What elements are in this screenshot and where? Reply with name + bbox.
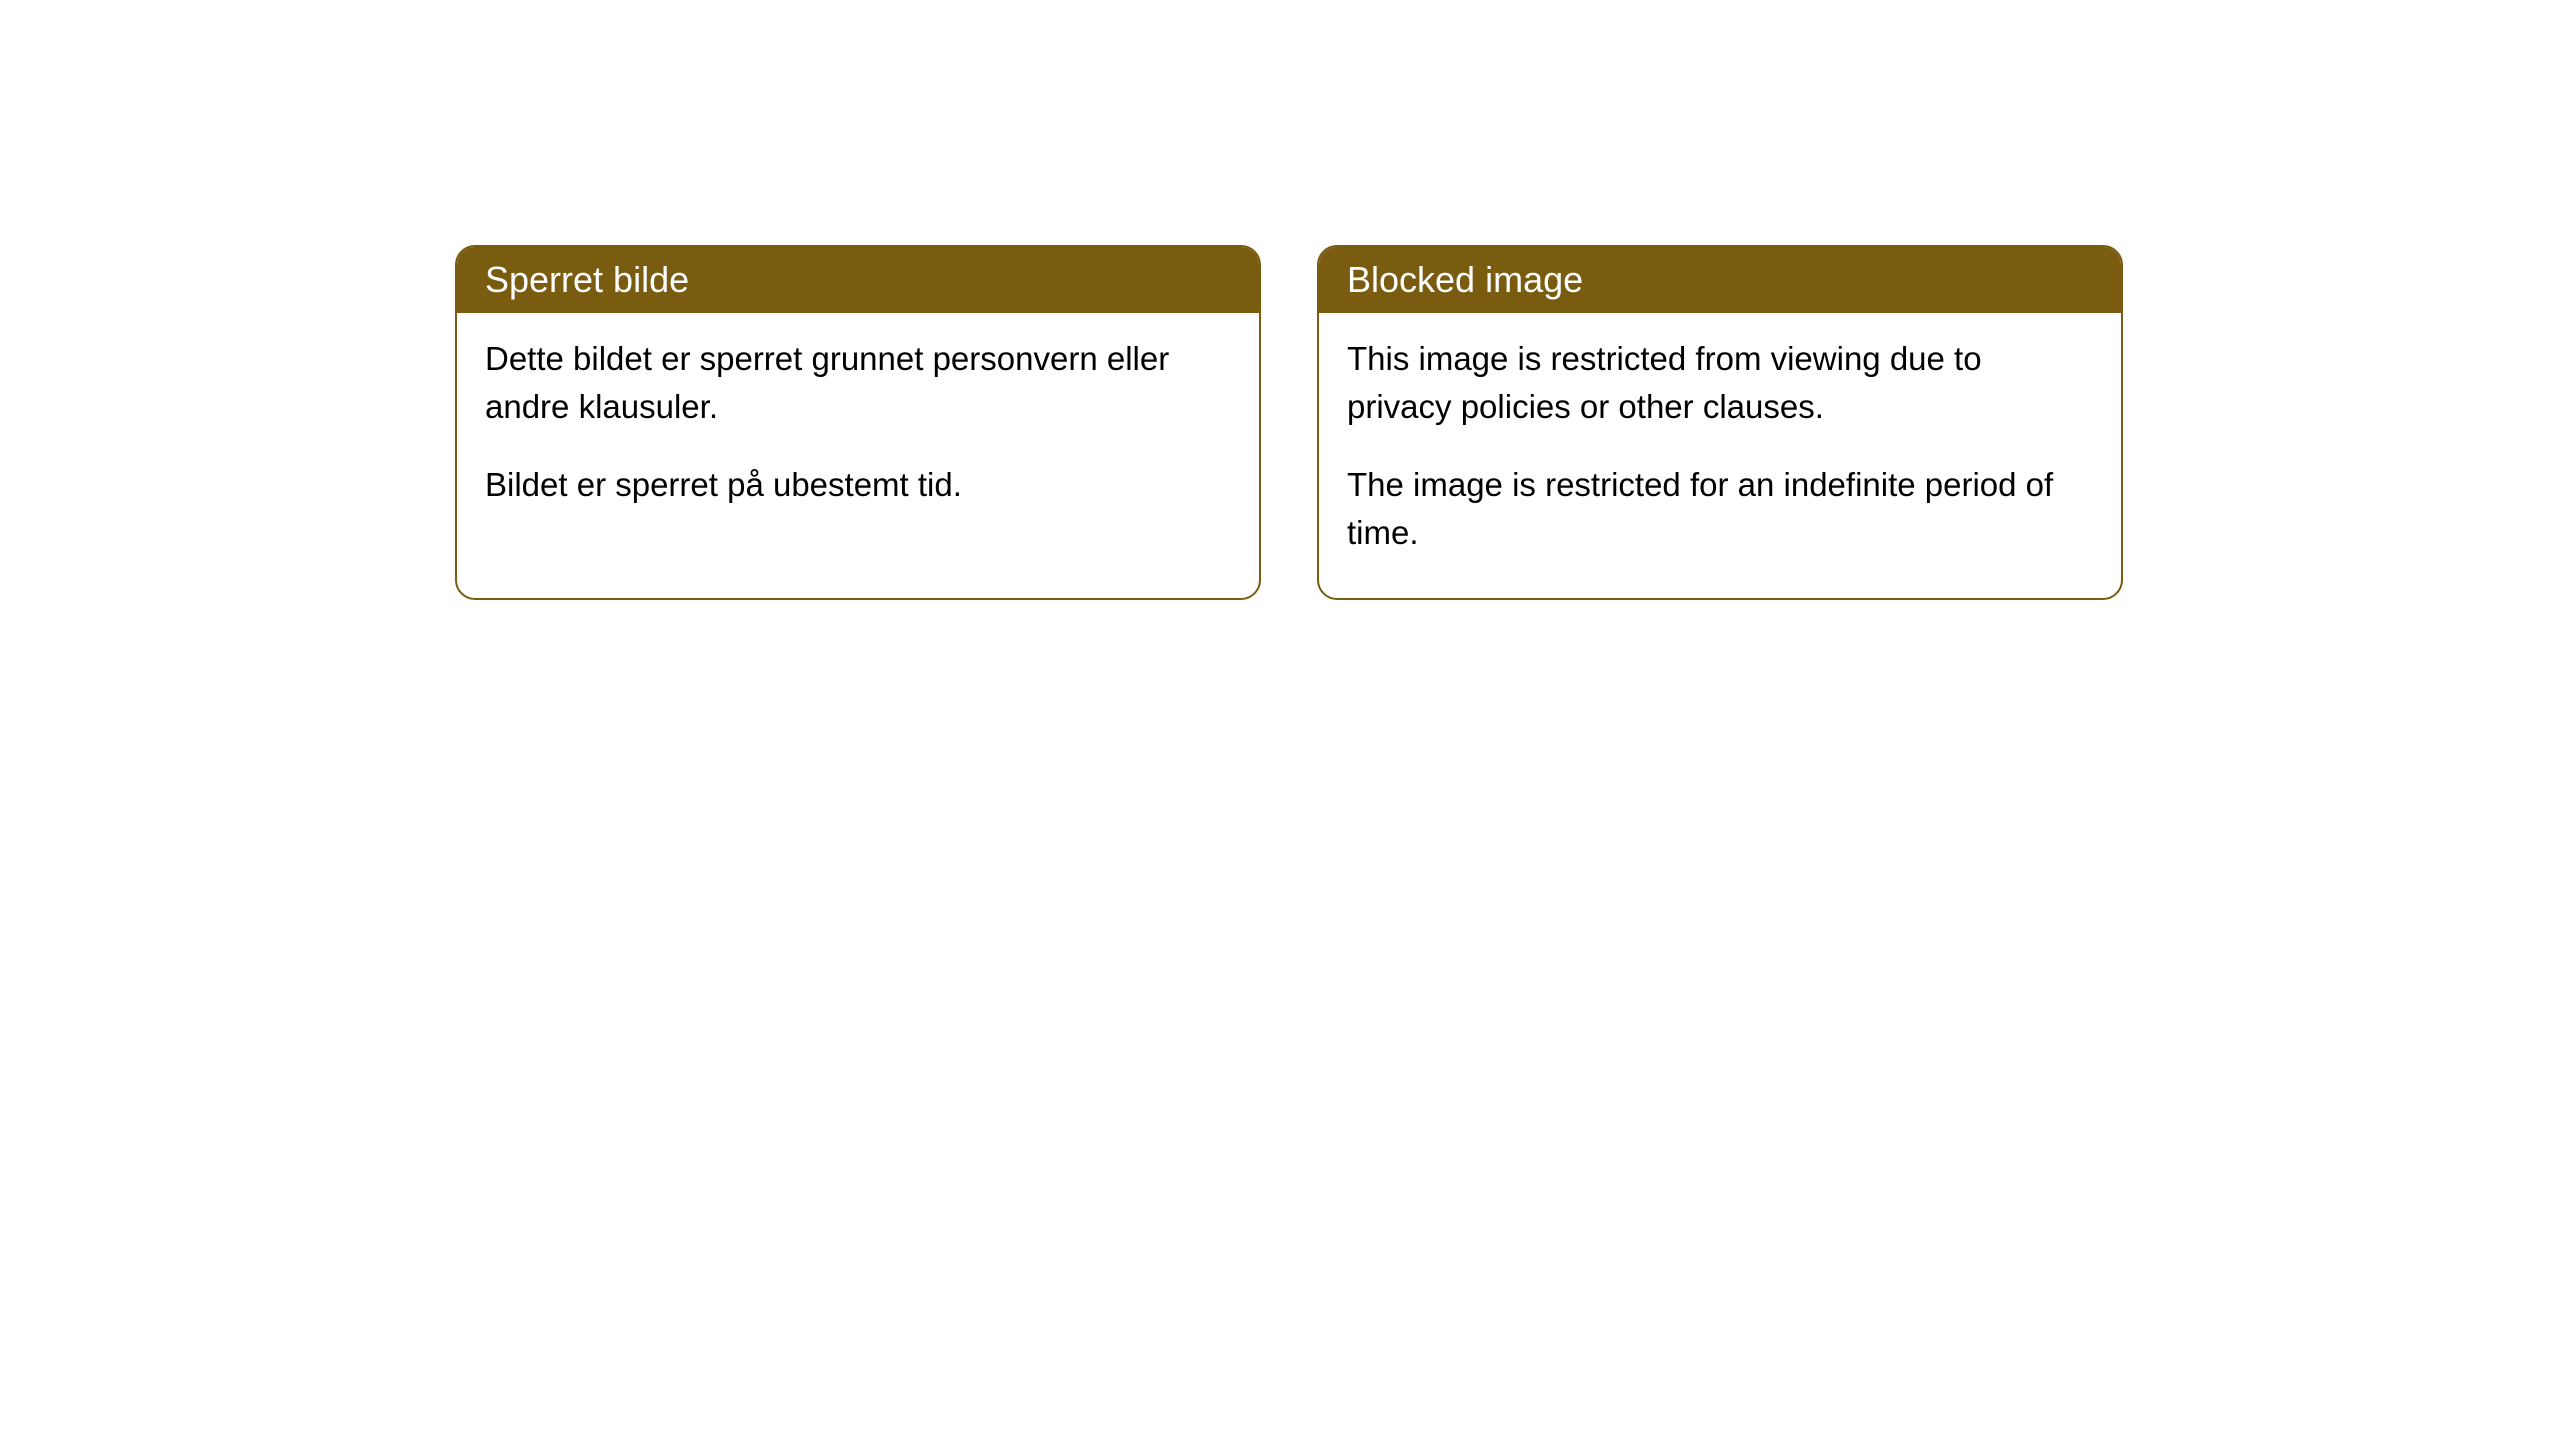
card-header-english: Blocked image — [1319, 247, 2121, 313]
card-body-norwegian: Dette bildet er sperret grunnet personve… — [457, 313, 1259, 551]
card-title: Blocked image — [1347, 259, 1583, 300]
card-paragraph-1: This image is restricted from viewing du… — [1347, 335, 2093, 431]
card-body-english: This image is restricted from viewing du… — [1319, 313, 2121, 598]
notice-container: Sperret bilde Dette bildet er sperret gr… — [0, 0, 2560, 600]
notice-card-english: Blocked image This image is restricted f… — [1317, 245, 2123, 600]
card-paragraph-2: The image is restricted for an indefinit… — [1347, 461, 2093, 557]
card-paragraph-2: Bildet er sperret på ubestemt tid. — [485, 461, 1231, 509]
card-title: Sperret bilde — [485, 259, 689, 300]
card-paragraph-1: Dette bildet er sperret grunnet personve… — [485, 335, 1231, 431]
notice-card-norwegian: Sperret bilde Dette bildet er sperret gr… — [455, 245, 1261, 600]
card-header-norwegian: Sperret bilde — [457, 247, 1259, 313]
